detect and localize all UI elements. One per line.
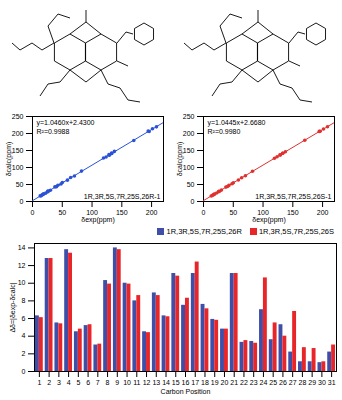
svg-text:Carbon Position: Carbon Position <box>161 388 211 395</box>
svg-text:12: 12 <box>18 262 26 269</box>
svg-text:29: 29 <box>308 379 316 386</box>
svg-text:y=1.0445x+2.6680: y=1.0445x+2.6680 <box>208 119 266 127</box>
svg-text:50: 50 <box>229 209 237 216</box>
svg-text:100: 100 <box>257 209 269 217</box>
svg-text:0: 0 <box>191 198 195 205</box>
svg-text:1R,3R,5S,7R,25S,26R-1: 1R,3R,5S,7R,25S,26R-1 <box>84 193 161 200</box>
svg-text:10: 10 <box>123 379 131 386</box>
svg-text:27: 27 <box>289 379 297 386</box>
svg-text:2: 2 <box>47 379 51 386</box>
svg-text:20: 20 <box>221 379 229 386</box>
svg-text:26: 26 <box>279 379 287 386</box>
svg-text:150: 150 <box>116 209 128 216</box>
svg-text:1: 1 <box>37 379 41 386</box>
svg-text:17: 17 <box>191 379 199 386</box>
svg-text:2: 2 <box>22 350 26 357</box>
svg-text:200: 200 <box>317 209 329 216</box>
html-text:1R,3R,5S,7R,25S,26R: 1R,3R,5S,7R,25S,26R <box>166 226 242 236</box>
svg-text:y=1.0460x+2.4300: y=1.0460x+2.4300 <box>37 119 95 127</box>
svg-text:150: 150 <box>12 147 24 154</box>
svg-text:7: 7 <box>96 379 100 386</box>
svg-text:0: 0 <box>22 368 26 375</box>
svg-text:13: 13 <box>152 379 160 386</box>
svg-text:0: 0 <box>31 209 35 216</box>
svg-text:30: 30 <box>318 379 326 386</box>
svg-text:19: 19 <box>211 379 219 386</box>
svg-text:6: 6 <box>22 315 26 322</box>
svg-text:200: 200 <box>12 130 24 137</box>
svg-text:11: 11 <box>133 379 140 386</box>
svg-text:δcalc(ppm): δcalc(ppm) <box>176 142 184 177</box>
svg-text:22: 22 <box>240 379 248 386</box>
svg-text:9: 9 <box>115 379 119 386</box>
svg-text:14: 14 <box>18 244 26 251</box>
html-text:1R,3R,5S,7R,25S,26S: 1R,3R,5S,7R,25S,26S <box>259 226 334 236</box>
svg-text:50: 50 <box>187 181 195 188</box>
svg-text:250: 250 <box>183 113 195 120</box>
svg-text:100: 100 <box>12 164 24 171</box>
svg-text:12: 12 <box>143 379 151 386</box>
svg-text:Δδ=|δexp-δcalc|: Δδ=|δexp-δcalc| <box>9 282 17 332</box>
svg-text:250: 250 <box>12 113 24 120</box>
svg-text:15: 15 <box>172 379 180 386</box>
svg-text:4: 4 <box>67 379 71 386</box>
svg-text:R²=0.9988: R²=0.9988 <box>37 128 70 135</box>
svg-text:28: 28 <box>299 379 307 386</box>
svg-text:25: 25 <box>269 379 277 386</box>
svg-text:4: 4 <box>22 332 26 339</box>
svg-text:8: 8 <box>106 379 110 386</box>
svg-text:24: 24 <box>260 379 268 386</box>
svg-text:200: 200 <box>183 130 195 137</box>
svg-text:14: 14 <box>162 379 170 386</box>
svg-text:1R,3R,5S,7R,25S,26S-1: 1R,3R,5S,7R,25S,26S-1 <box>255 193 331 200</box>
svg-text:50: 50 <box>16 181 24 188</box>
svg-text:3: 3 <box>57 379 61 386</box>
svg-text:50: 50 <box>58 209 66 216</box>
svg-text:150: 150 <box>183 147 195 154</box>
svg-text:16: 16 <box>182 379 190 386</box>
svg-text:100: 100 <box>183 164 195 171</box>
svg-text:δcalc(ppm): δcalc(ppm) <box>5 142 13 177</box>
svg-text:R²=0.9980: R²=0.9980 <box>208 128 241 135</box>
svg-text:10: 10 <box>18 279 26 286</box>
svg-text:200: 200 <box>146 209 158 216</box>
svg-text:δexp(ppm): δexp(ppm) <box>81 216 114 224</box>
svg-text:5: 5 <box>76 379 80 386</box>
svg-text:31: 31 <box>328 379 336 386</box>
svg-text:21: 21 <box>230 379 238 386</box>
svg-text:23: 23 <box>250 379 258 386</box>
svg-text:18: 18 <box>201 379 209 386</box>
svg-text:0: 0 <box>202 209 206 216</box>
svg-text:150: 150 <box>287 209 299 216</box>
svg-text:100: 100 <box>86 209 98 217</box>
svg-text:δexp(ppm): δexp(ppm) <box>252 216 285 224</box>
svg-text:8: 8 <box>22 297 26 304</box>
svg-text:6: 6 <box>86 379 90 386</box>
svg-text:0: 0 <box>20 198 24 205</box>
